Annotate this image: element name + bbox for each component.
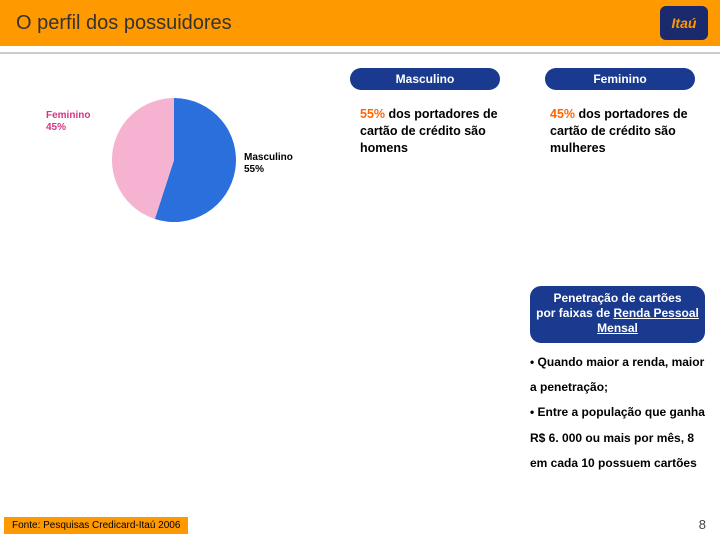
stat-masculino: 55% dos portadores de cartão de crédito …: [360, 106, 525, 157]
penetration-bullets: • Quando maior a renda, maior a penetraç…: [530, 350, 708, 476]
stat-feminino-pct: 45%: [550, 107, 575, 121]
pie-label-feminino-pct: 45%: [46, 122, 90, 134]
page-number: 8: [699, 517, 706, 532]
gender-pie-chart: Feminino 45% Masculino 55%: [30, 90, 300, 230]
pill-feminino-label: Feminino: [593, 72, 646, 86]
source-badge: Fonte: Pesquisas Credicard-Itaú 2006: [4, 517, 188, 534]
brand-logo: Itaú: [660, 6, 708, 40]
pie-label-masculino: Masculino 55%: [244, 152, 293, 176]
pie-label-masculino-name: Masculino: [244, 152, 293, 164]
pill-masculino: Masculino: [350, 68, 500, 90]
penetration-title-line2a: por faixas de: [536, 306, 613, 320]
bullet-1: • Quando maior a renda, maior a penetraç…: [530, 355, 704, 394]
stat-masculino-pct: 55%: [360, 107, 385, 121]
bullet-2: • Entre a população que ganha R$ 6. 000 …: [530, 405, 705, 469]
divider: [0, 52, 720, 54]
pill-feminino: Feminino: [545, 68, 695, 90]
pill-masculino-label: Masculino: [396, 72, 455, 86]
penetration-title-line1: Penetração de cartões: [553, 291, 681, 305]
pie-label-masculino-pct: 55%: [244, 164, 293, 176]
pie-label-feminino: Feminino 45%: [46, 110, 90, 134]
stat-feminino: 45% dos portadores de cartão de crédito …: [550, 106, 715, 157]
page-title: O perfil dos possuidores: [16, 12, 232, 35]
header-bar: O perfil dos possuidores Itaú: [0, 0, 720, 46]
brand-logo-text: Itaú: [672, 15, 697, 31]
pie-label-feminino-name: Feminino: [46, 110, 90, 122]
penetration-title-box: Penetração de cartões por faixas de Rend…: [530, 286, 705, 343]
source-text: Fonte: Pesquisas Credicard-Itaú 2006: [12, 520, 180, 531]
